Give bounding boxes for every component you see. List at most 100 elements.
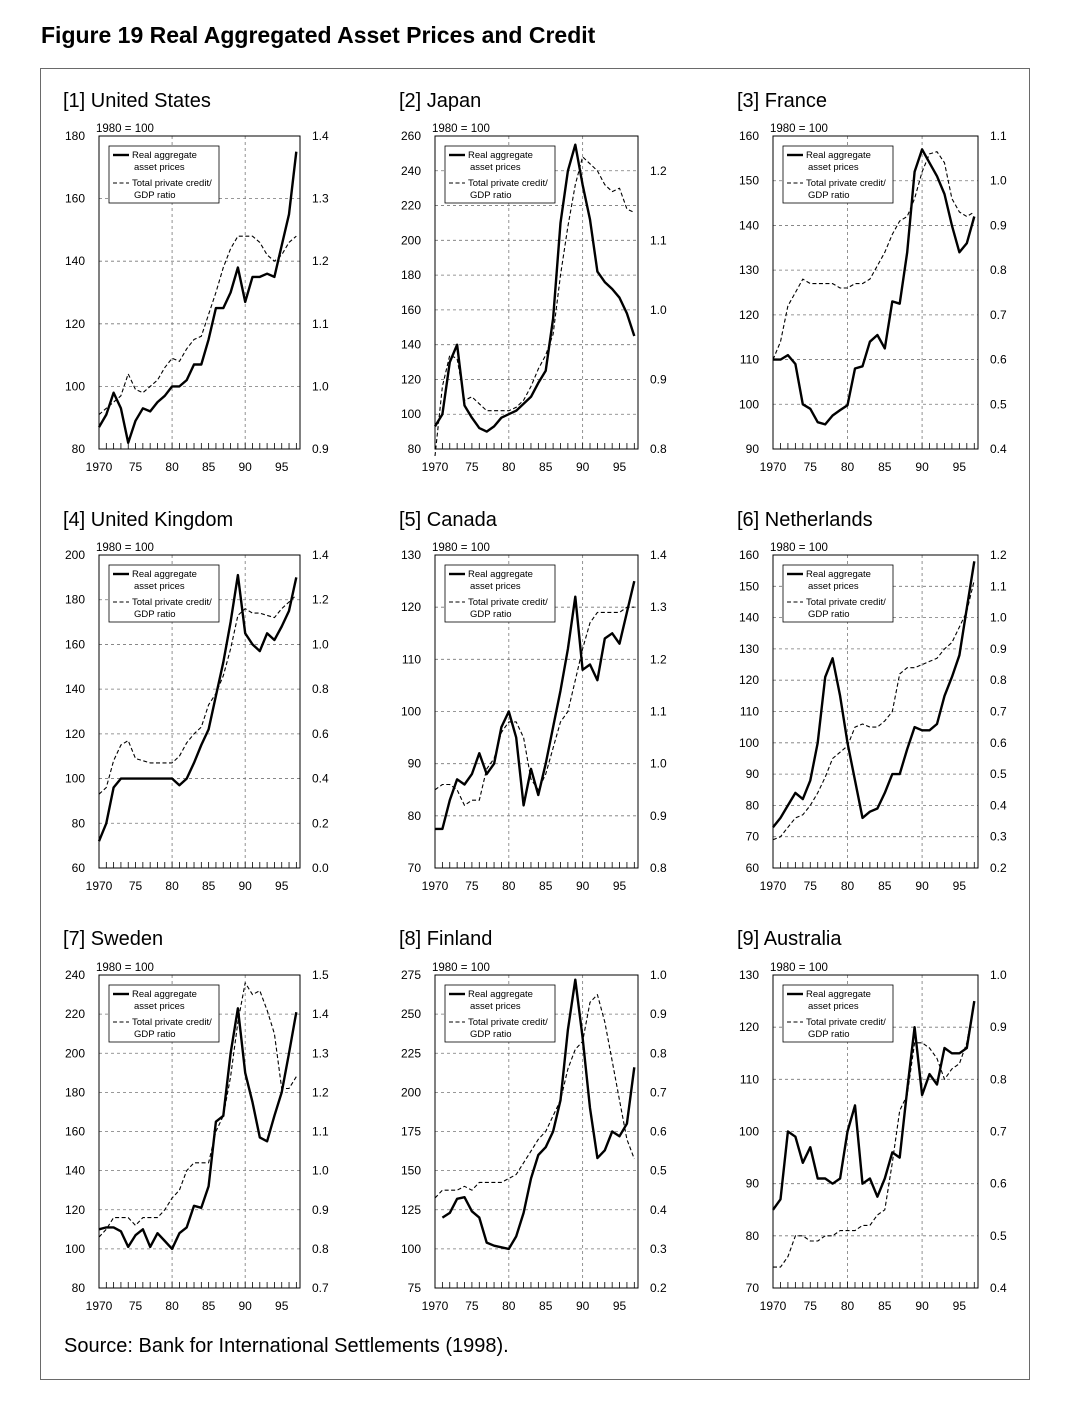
y-left-tick-label: 140 (65, 1164, 85, 1178)
chart-panel-5: [5] Canada 1980 = 100 70 80 90 100 110 120 130 0.… (399, 509, 667, 893)
y-left-tick-label: 150 (739, 579, 759, 593)
y-left-tick-label: 110 (402, 652, 421, 666)
chart-panel-9: [9] Australia 1980 = 100 70 80 90 100 110 120 13… (737, 928, 1007, 1313)
base-label: 1980 = 100 (770, 123, 828, 135)
y-left-tick-label: 200 (65, 1046, 85, 1060)
y-left-tick-label: 60 (746, 861, 760, 875)
x-tick-label: 90 (239, 1299, 253, 1313)
legend-label-asset-prices: Real aggregate asset prices (468, 569, 533, 592)
base-label: 1980 = 100 (96, 962, 154, 974)
y-right-tick-label: 0.8 (650, 1046, 667, 1060)
x-tick-label: 80 (841, 460, 855, 474)
series-line-asset-prices (772, 561, 976, 829)
y-right-tick-label: 0.6 (312, 727, 329, 741)
x-tick-label: 85 (202, 1299, 216, 1313)
y-right-tick-label: 1.5 (312, 968, 329, 982)
x-tick-label: 90 (576, 1299, 590, 1313)
y-left-tick-label: 120 (65, 727, 85, 741)
y-left-tick-label: 90 (408, 757, 422, 771)
y-right-tick-label: 0.0 (312, 861, 329, 875)
y-left-tick-label: 275 (401, 968, 421, 982)
base-label: 1980 = 100 (770, 542, 828, 554)
y-left-tick-label: 110 (740, 1072, 759, 1086)
y-left-tick-label: 130 (739, 263, 759, 277)
y-left-tick-label: 80 (72, 1281, 86, 1295)
x-tick-label: 1970 (760, 1299, 787, 1313)
y-left-tick-label: 120 (401, 600, 421, 614)
y-left-tick-label: 110 (740, 705, 759, 719)
series-line-credit-gdp (772, 151, 975, 360)
y-left-tick-label: 120 (739, 673, 759, 687)
legend-label-asset-prices: Real aggregate asset prices (468, 989, 533, 1012)
y-left-tick-label: 120 (401, 372, 421, 386)
x-tick-label: 1970 (86, 879, 113, 893)
y-right-tick-label: 1.0 (312, 379, 329, 393)
y-right-tick-label: 0.5 (990, 767, 1007, 781)
x-tick-label: 1970 (422, 460, 449, 474)
y-right-tick-label: 0.8 (990, 1072, 1007, 1086)
y-right-tick-label: 1.0 (650, 968, 667, 982)
y-left-tick-label: 260 (401, 129, 421, 143)
y-left-tick-label: 130 (401, 548, 421, 562)
x-tick-label: 90 (915, 460, 929, 474)
series-line-credit-gdp (434, 606, 635, 806)
x-tick-label: 90 (239, 879, 253, 893)
y-left-tick-label: 130 (739, 968, 759, 982)
y-left-tick-label: 70 (746, 1281, 760, 1295)
y-left-tick-label: 150 (739, 174, 759, 188)
y-left-tick-label: 100 (401, 705, 421, 719)
y-left-tick-label: 110 (740, 353, 759, 367)
plot-area-border (98, 974, 301, 1289)
legend-label-asset-prices: Real aggregate asset prices (806, 989, 871, 1012)
y-right-tick-label: 1.0 (990, 174, 1007, 188)
series-line-asset-prices (97, 573, 298, 842)
y-left-tick-label: 240 (65, 968, 85, 982)
y-right-tick-label: 0.9 (650, 372, 667, 386)
y-right-tick-label: 0.5 (990, 397, 1007, 411)
y-right-tick-label: 0.9 (990, 642, 1007, 656)
x-tick-label: 95 (953, 879, 967, 893)
y-left-tick-label: 160 (739, 548, 759, 562)
y-right-tick-label: 1.0 (990, 611, 1007, 625)
series-line-credit-gdp (773, 1001, 975, 1268)
legend-label-asset-prices: Real aggregate asset prices (132, 569, 197, 592)
chart-panel-2: [2] Japan 1980 = 100 80 100 120 140 160 180 200 2… (399, 90, 667, 474)
x-tick-label: 85 (202, 879, 216, 893)
y-left-tick-label: 200 (401, 1085, 421, 1099)
y-right-tick-label: 0.8 (990, 263, 1007, 277)
y-right-tick-label: 0.9 (990, 218, 1007, 232)
figure-frame (40, 68, 1030, 1380)
y-left-tick-label: 160 (65, 192, 85, 206)
y-left-tick-label: 120 (65, 1203, 85, 1217)
y-left-tick-label: 80 (408, 809, 422, 823)
y-right-tick-label: 0.7 (650, 1085, 667, 1099)
legend-label-credit-gdp: Total private credit/GDP ratio (132, 178, 212, 201)
chart-panel-3: [3] France 1980 = 100 90 100 110 120 130 140 150… (737, 90, 1007, 474)
y-left-tick-label: 140 (65, 682, 85, 696)
x-tick-label: 90 (576, 460, 590, 474)
x-tick-label: 85 (539, 460, 553, 474)
series-line-credit-gdp (434, 994, 635, 1199)
y-right-tick-label: 0.3 (990, 830, 1007, 844)
x-tick-label: 85 (878, 460, 892, 474)
y-right-tick-label: 1.2 (990, 548, 1007, 562)
legend-label-credit-gdp: Total private credit/GDP ratio (468, 178, 548, 201)
y-right-tick-label: 0.8 (312, 682, 329, 696)
y-right-tick-label: 1.3 (312, 192, 329, 206)
y-right-tick-label: 1.0 (312, 637, 329, 651)
chart-title: [7] Sweden (63, 928, 163, 950)
y-right-tick-label: 1.4 (650, 548, 667, 562)
y-left-tick-label: 90 (746, 767, 760, 781)
plot-area-border (772, 135, 979, 450)
x-tick-label: 95 (275, 460, 289, 474)
y-right-tick-label: 0.4 (990, 798, 1007, 812)
series-line-asset-prices (433, 143, 636, 433)
x-tick-label: 95 (275, 879, 289, 893)
y-left-tick-label: 120 (739, 1020, 759, 1034)
y-right-tick-label: 0.9 (312, 442, 329, 456)
x-tick-label: 90 (239, 460, 253, 474)
series-line-asset-prices (773, 148, 976, 426)
y-right-tick-label: 0.7 (312, 1281, 329, 1295)
x-tick-label: 95 (613, 1299, 627, 1313)
